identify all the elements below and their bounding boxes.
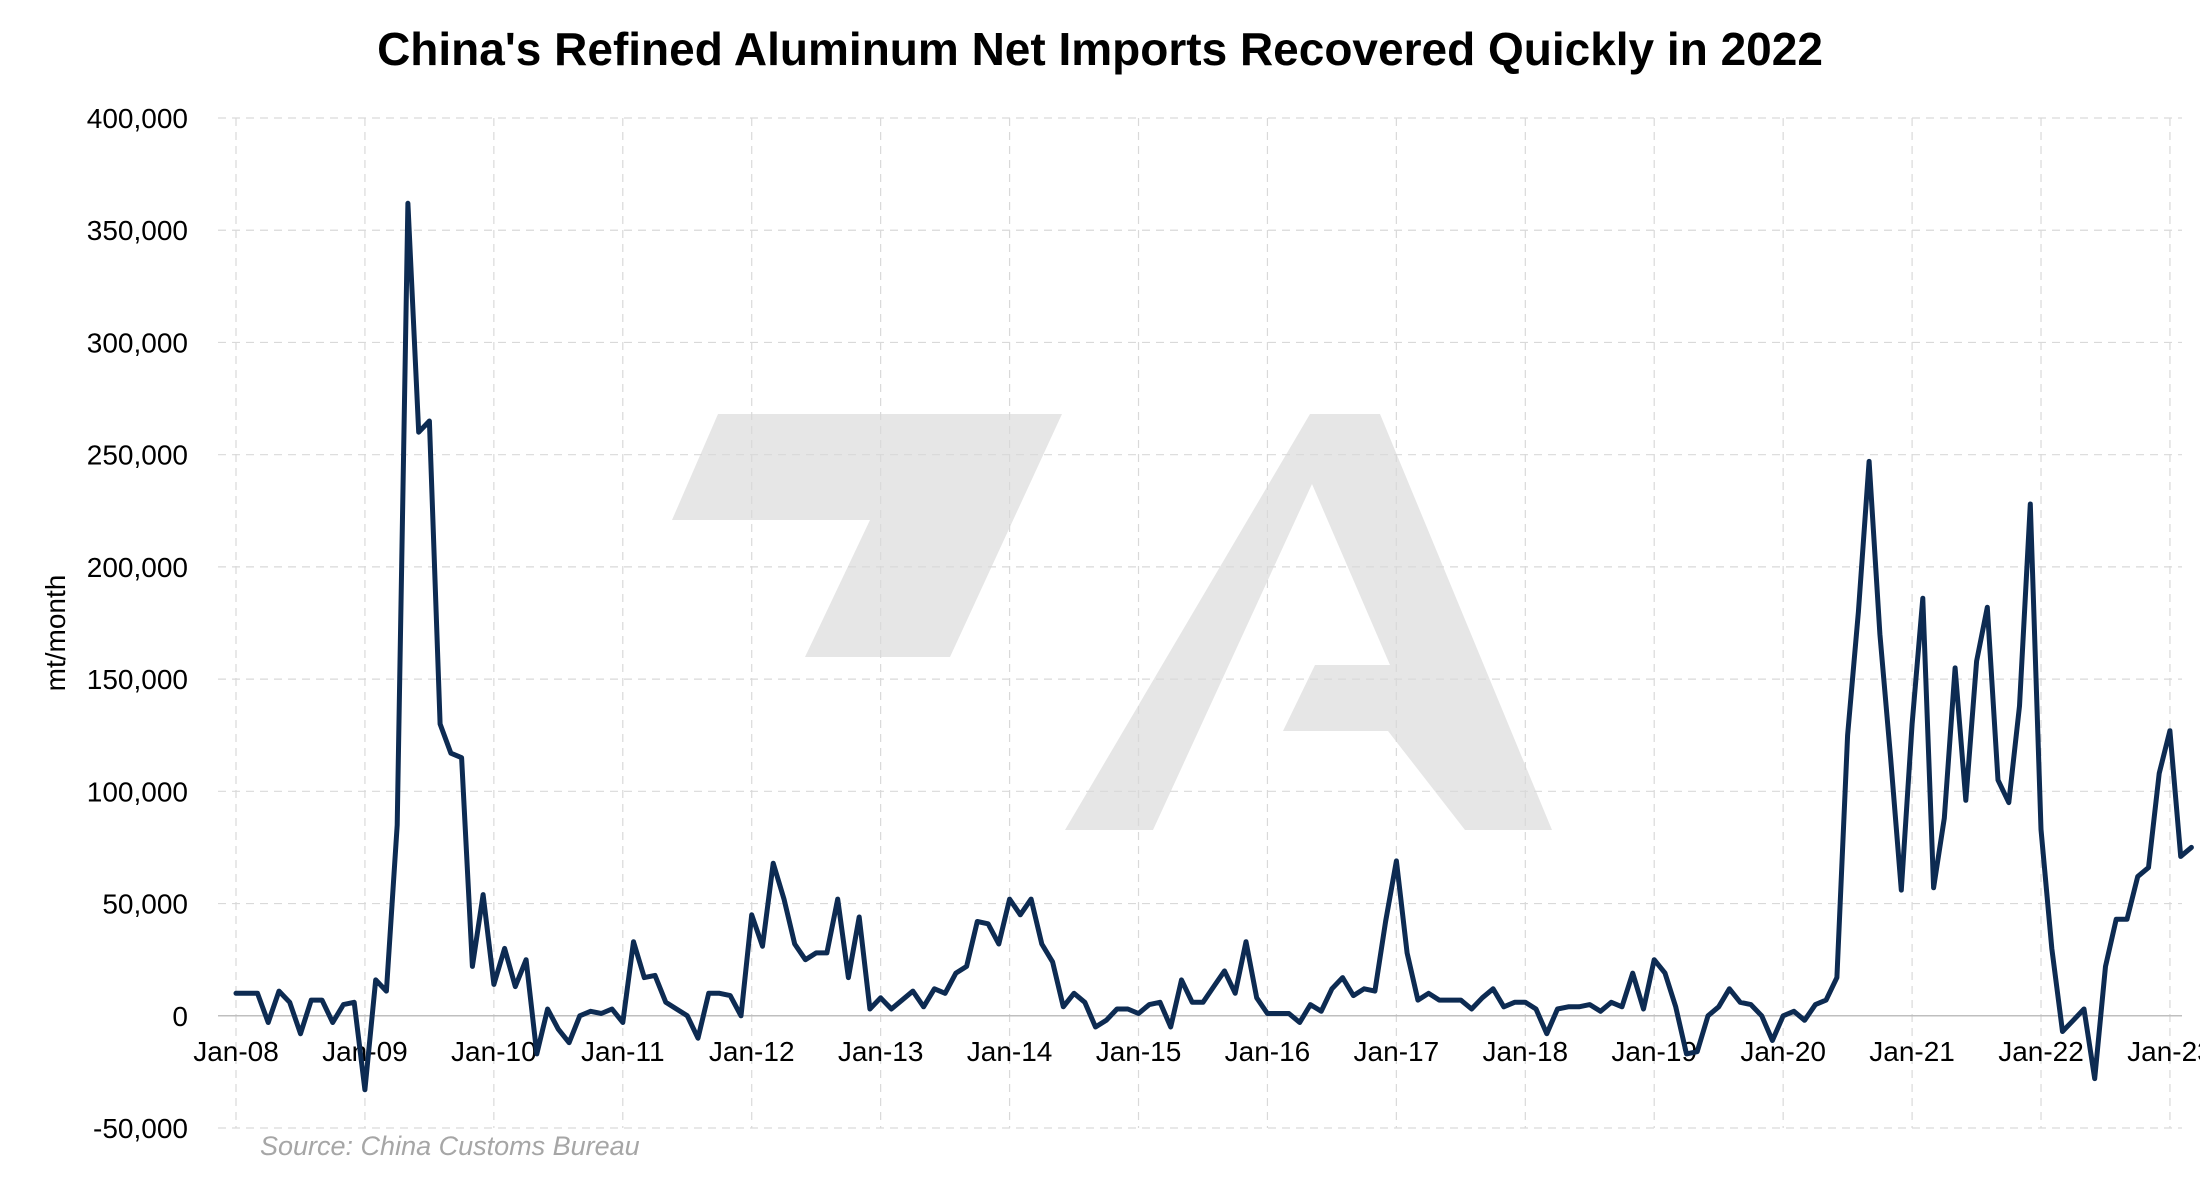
- y-tick-label: 250,000: [87, 440, 188, 471]
- y-tick-label: 350,000: [87, 215, 188, 246]
- x-tick-label: Jan-08: [193, 1036, 279, 1067]
- watermark-logo: [672, 414, 1552, 830]
- x-tick-label: Jan-09: [322, 1036, 408, 1067]
- y-tick-label: 150,000: [87, 664, 188, 695]
- x-tick-label: Jan-15: [1096, 1036, 1182, 1067]
- x-tick-label: Jan-20: [1740, 1036, 1826, 1067]
- y-tick-label: 0: [172, 1001, 188, 1032]
- y-tick-label: 100,000: [87, 776, 188, 807]
- x-tick-label: Jan-14: [967, 1036, 1053, 1067]
- net-imports-series-line: [233, 200, 2194, 1093]
- x-tick-label: Jan-23: [2127, 1036, 2200, 1067]
- x-tick-label: Jan-16: [1225, 1036, 1311, 1067]
- x-tick-label: Jan-22: [1998, 1036, 2084, 1067]
- x-tick-label: Jan-11: [581, 1036, 665, 1067]
- y-tick-label: 50,000: [102, 889, 188, 920]
- chart-title: China's Refined Aluminum Net Imports Rec…: [377, 23, 1823, 75]
- x-tick-label: Jan-13: [838, 1036, 924, 1067]
- x-tick-label: Jan-18: [1482, 1036, 1568, 1067]
- x-tick-label: Jan-10: [451, 1036, 537, 1067]
- y-tick-label: 400,000: [87, 103, 188, 134]
- y-tick-label: -50,000: [93, 1113, 188, 1144]
- source-note: Source: China Customs Bureau: [260, 1131, 640, 1161]
- y-tick-label: 200,000: [87, 552, 188, 583]
- y-tick-label: 300,000: [87, 327, 188, 358]
- y-axis-title: mt/month: [40, 575, 71, 692]
- x-tick-label: Jan-12: [709, 1036, 795, 1067]
- x-tick-label: Jan-21: [1869, 1036, 1955, 1067]
- x-tick-label: Jan-17: [1354, 1036, 1440, 1067]
